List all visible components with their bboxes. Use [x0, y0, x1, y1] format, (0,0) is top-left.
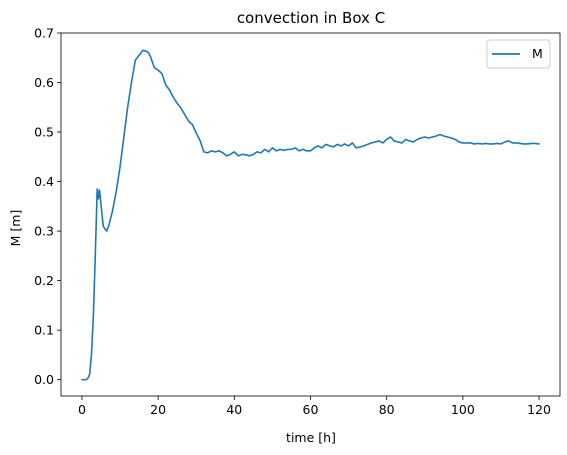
legend-label-m: M: [532, 46, 543, 61]
chart-title: convection in Box C: [237, 9, 385, 27]
y-tick-label: 0.5: [34, 125, 54, 140]
x-tick-label: 60: [303, 402, 319, 417]
x-tick-label: 20: [150, 402, 166, 417]
x-tick-label: 0: [78, 402, 86, 417]
x-tick-label: 40: [226, 402, 242, 417]
y-axis-label: M [m]: [8, 210, 23, 247]
y-tick-label: 0.6: [34, 75, 54, 90]
y-tick-label: 0.0: [34, 372, 54, 387]
y-tick-label: 0.7: [34, 26, 54, 41]
x-axis-ticks: 0 20 40 60 80 100 120: [78, 396, 551, 417]
y-tick-label: 0.1: [34, 323, 54, 338]
x-tick-label: 80: [379, 402, 395, 417]
x-tick-label: 100: [451, 402, 475, 417]
plot-area: [61, 33, 560, 396]
y-tick-label: 0.4: [34, 174, 54, 189]
y-tick-label: 0.2: [34, 273, 54, 288]
x-axis-label: time [h]: [286, 430, 336, 445]
x-tick-label: 120: [527, 402, 551, 417]
series-line-m: [81, 49, 540, 381]
y-axis-ticks: 0.0 0.1 0.2 0.3 0.4 0.5 0.6 0.7: [34, 26, 61, 387]
series-layer: [81, 49, 540, 381]
y-tick-label: 0.3: [34, 224, 54, 239]
legend: M: [486, 39, 551, 69]
